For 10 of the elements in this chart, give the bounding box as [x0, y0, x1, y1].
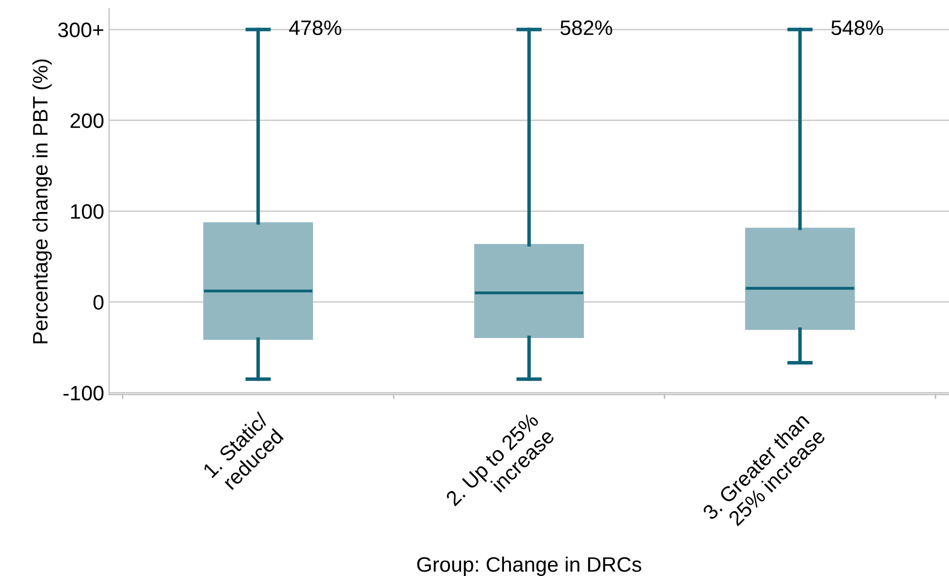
x-axis-title: Group: Change in DRCs — [417, 556, 642, 576]
y-tick-label: 0 — [94, 294, 104, 310]
y-tick-label: -100 — [64, 386, 104, 400]
y-tick-label: 200 — [70, 113, 104, 128]
y-tick-label: 300+ — [58, 22, 104, 38]
annotation: 478% — [289, 20, 342, 36]
annotation: 582% — [560, 20, 612, 36]
annotation: 548% — [831, 20, 884, 36]
y-tick-label: 100 — [71, 204, 104, 219]
y-axis-title: Percentage change in PBT (%) — [32, 59, 52, 344]
